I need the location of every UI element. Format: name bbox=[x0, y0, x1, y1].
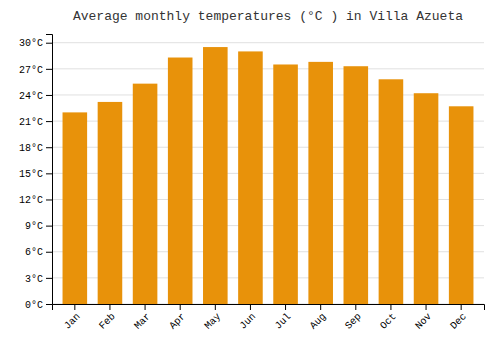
chart: 0°C 3°C 6°C 9°C 12°C 15°C 18°C 21°C 24°C 27°C 30°C… bbox=[0, 0, 500, 350]
x-tick-mark bbox=[426, 304, 427, 310]
x-tick: Jun bbox=[238, 304, 259, 332]
x-tick: Jan bbox=[62, 304, 83, 332]
x-tick-label: Dec bbox=[448, 311, 469, 332]
y-tick-label: 30°C bbox=[19, 38, 43, 49]
y-tick: 27°C bbox=[19, 65, 52, 76]
x-tick-mark bbox=[109, 304, 110, 310]
y-tick-mark bbox=[46, 226, 52, 227]
bar bbox=[344, 66, 369, 304]
x-tick-label: Apr bbox=[167, 311, 188, 332]
x-tick-label: Aug bbox=[308, 311, 329, 332]
y-tick-label: 15°C bbox=[19, 169, 43, 180]
x-tick-label: Feb bbox=[97, 311, 118, 332]
y-tick-mark bbox=[46, 199, 52, 200]
bar bbox=[63, 112, 88, 304]
bar bbox=[379, 79, 404, 304]
x-tick: Feb bbox=[97, 304, 118, 332]
y-tick-label: 3°C bbox=[25, 274, 43, 285]
x-tick-mark bbox=[285, 304, 286, 310]
x-tick-mark bbox=[390, 304, 391, 310]
y-tick-mark bbox=[46, 173, 52, 174]
bars bbox=[63, 47, 474, 304]
y-tick-mark bbox=[46, 304, 52, 305]
y-tick-mark bbox=[46, 252, 52, 253]
x-tick: Jul bbox=[273, 304, 294, 332]
x-tick-label: Jun bbox=[238, 311, 259, 332]
x-tick-label: Sep bbox=[343, 311, 364, 332]
x-tick-mark bbox=[250, 304, 251, 310]
y-tick: 15°C bbox=[19, 169, 52, 180]
y-tick-label: 6°C bbox=[25, 247, 43, 258]
bar bbox=[133, 84, 158, 304]
x-tick: Nov bbox=[413, 304, 434, 332]
x-tick: Apr bbox=[167, 304, 188, 332]
x-tick: Aug bbox=[308, 304, 329, 332]
bar bbox=[238, 51, 263, 304]
y-tick: 30°C bbox=[19, 38, 52, 49]
grid bbox=[52, 43, 484, 304]
y-tick-label: 24°C bbox=[19, 91, 43, 102]
y-tick-label: 21°C bbox=[19, 117, 43, 128]
x-axis: Jan Feb Mar Apr May Jun Jul Aug Sep Oct Nov Dec bbox=[53, 304, 485, 332]
y-tick-mark bbox=[46, 121, 52, 122]
title: Average monthly temperatures (°C ) in Vi… bbox=[73, 9, 463, 24]
y-tick-mark bbox=[46, 43, 52, 44]
bar bbox=[168, 58, 193, 304]
x-axis-line bbox=[53, 305, 485, 311]
x-tick: May bbox=[203, 304, 224, 332]
bar bbox=[98, 102, 123, 304]
x-tick-label: Nov bbox=[413, 311, 434, 332]
y-axis-line bbox=[46, 35, 53, 305]
y-tick-mark bbox=[46, 147, 52, 148]
y-tick: 0°C bbox=[25, 300, 52, 311]
x-tick-label: Oct bbox=[378, 311, 399, 332]
y-tick-label: 9°C bbox=[25, 221, 43, 232]
x-tick: Oct bbox=[378, 304, 399, 332]
y-tick: 6°C bbox=[25, 247, 52, 258]
y-tick-mark bbox=[46, 278, 52, 279]
x-tick-mark bbox=[215, 304, 216, 310]
y-tick: 9°C bbox=[25, 221, 52, 232]
y-tick: 12°C bbox=[19, 195, 52, 206]
y-tick-mark bbox=[46, 69, 52, 70]
x-tick: Dec bbox=[448, 304, 469, 332]
y-tick: 21°C bbox=[19, 117, 52, 128]
bar bbox=[414, 93, 439, 304]
y-tick: 3°C bbox=[25, 274, 52, 285]
bar bbox=[449, 106, 474, 304]
grid-line bbox=[52, 42, 484, 43]
bar bbox=[308, 62, 333, 304]
bar bbox=[273, 64, 298, 304]
y-tick-label: 27°C bbox=[19, 65, 43, 76]
y-tick-mark bbox=[46, 95, 52, 96]
x-tick-mark bbox=[180, 304, 181, 310]
x-tick-label: Jul bbox=[273, 311, 294, 332]
grid-line bbox=[52, 68, 484, 69]
y-tick-label: 12°C bbox=[19, 195, 43, 206]
x-tick: Mar bbox=[132, 304, 153, 332]
x-tick-label: May bbox=[203, 311, 224, 332]
x-tick-mark bbox=[145, 304, 146, 310]
y-tick-label: 18°C bbox=[19, 143, 43, 154]
x-tick-mark bbox=[355, 304, 356, 310]
x-tick-mark bbox=[74, 304, 75, 310]
x-tick: Sep bbox=[343, 304, 364, 332]
y-tick-label: 0°C bbox=[25, 300, 43, 311]
x-tick-mark bbox=[320, 304, 321, 310]
x-tick-mark bbox=[461, 304, 462, 310]
y-tick: 18°C bbox=[19, 143, 52, 154]
y-axis: 0°C 3°C 6°C 9°C 12°C 15°C 18°C 21°C 24°C 27°C 30°C bbox=[19, 35, 53, 311]
x-tick-label: Mar bbox=[132, 311, 153, 332]
y-tick: 24°C bbox=[19, 91, 52, 102]
x-tick-label: Jan bbox=[62, 311, 83, 332]
bar bbox=[203, 47, 228, 304]
